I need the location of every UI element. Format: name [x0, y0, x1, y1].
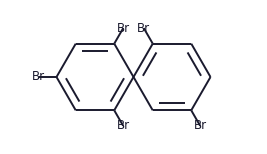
Text: Br: Br	[117, 22, 130, 35]
Text: Br: Br	[32, 71, 45, 83]
Text: Br: Br	[137, 22, 150, 35]
Text: Br: Br	[117, 119, 130, 132]
Text: Br: Br	[194, 119, 207, 132]
